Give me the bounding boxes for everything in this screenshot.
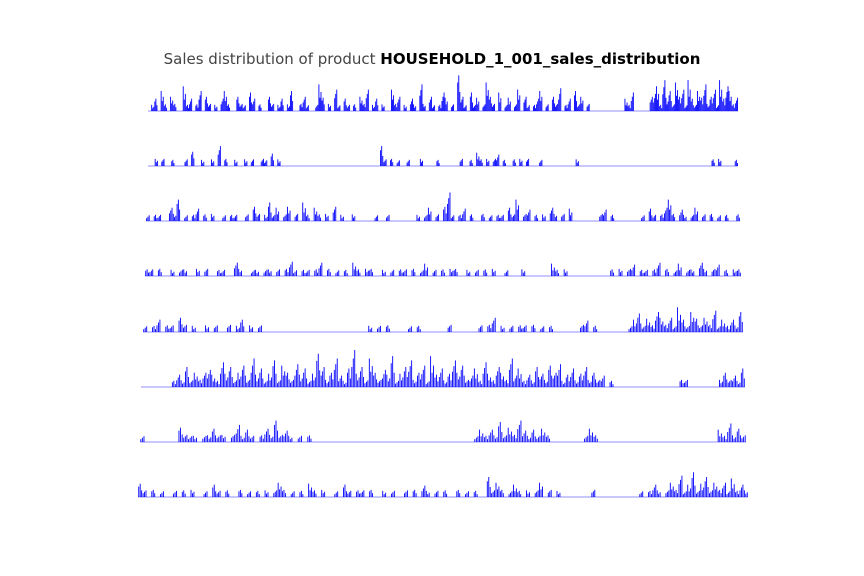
panel-1 [148,75,738,112]
chart-title-prefix: Sales distribution of product [163,50,376,68]
panel-3 [146,192,740,222]
chart-title-product: HOUSEHOLD_1_001_sales_distribution [380,50,701,68]
panel-5 [143,307,743,333]
panel-8 [138,472,748,498]
panel-2 [148,146,738,167]
chart-title: Sales distribution of product HOUSEHOLD_… [0,50,864,68]
panel-7 [140,420,746,443]
panel-6 [141,349,745,388]
panel-4 [145,261,741,277]
